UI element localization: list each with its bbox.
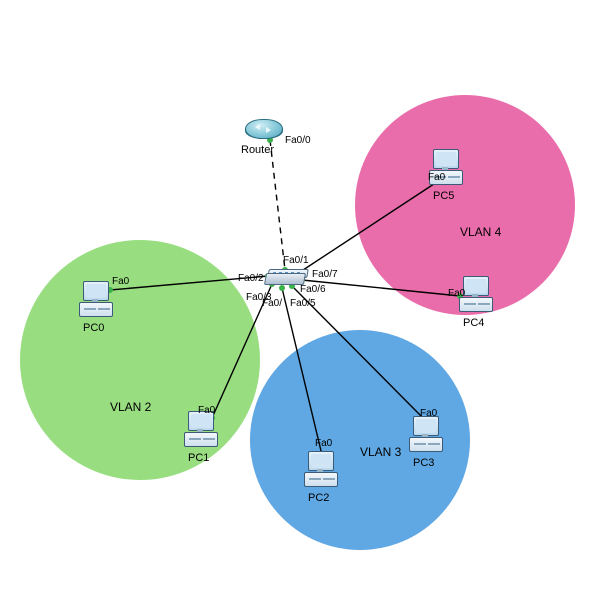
vlan-label: VLAN 4 xyxy=(460,225,501,239)
router-label: Router xyxy=(241,144,274,156)
switch-port-label: Fa0/2 xyxy=(238,273,264,284)
switch-port-label: Fa0/7 xyxy=(312,269,338,280)
router-port-label: Fa0/0 xyxy=(285,135,311,146)
pc-pc0 xyxy=(77,281,113,319)
pc-if-label: Fa0 xyxy=(198,405,215,416)
switch-port-label: Fa0/1 xyxy=(283,255,309,266)
pc-label: PC0 xyxy=(83,322,104,334)
pc-label: PC3 xyxy=(413,457,434,469)
router xyxy=(245,119,281,141)
switch xyxy=(265,269,305,287)
pc-pc1 xyxy=(182,411,218,449)
link-pc5-sw0 xyxy=(300,180,440,272)
pc-label: PC2 xyxy=(308,492,329,504)
link-router-sw0 xyxy=(270,140,285,270)
vlan-label: VLAN 2 xyxy=(110,400,151,414)
pc-label: PC1 xyxy=(188,452,209,464)
switch-port-label: Fa0/6 xyxy=(300,284,326,295)
switch-port-label: Fa0/ xyxy=(262,298,282,309)
pc-if-label: Fa0 xyxy=(112,276,129,287)
vlan-label: VLAN 3 xyxy=(360,445,401,459)
diagram-stage: Router Fa0/0 PC0 Fa0 PC1 Fa0 PC2 Fa0 PC3 Fa0 PC4 Fa… xyxy=(0,0,600,600)
pc-if-label: Fa0 xyxy=(428,172,445,183)
switch-port-label: Fa0/5 xyxy=(290,298,316,309)
link-pc2-sw0 xyxy=(282,288,322,455)
pc-if-label: Fa0 xyxy=(315,438,332,449)
pc-label: PC5 xyxy=(433,190,454,202)
pc-pc2 xyxy=(302,451,338,489)
pc-pc3 xyxy=(407,416,443,454)
pc-label: PC4 xyxy=(463,317,484,329)
pc-if-label: Fa0 xyxy=(448,288,465,299)
pc-if-label: Fa0 xyxy=(420,408,437,419)
